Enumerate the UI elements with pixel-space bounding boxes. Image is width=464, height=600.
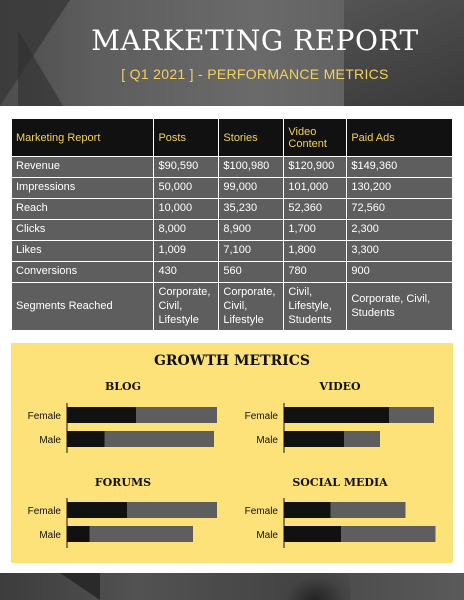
report-title: MARKETING REPORT [91, 24, 419, 57]
table-cell: 7,100 [218, 240, 285, 262]
bar-remaining-male [104, 431, 214, 447]
blog-bar-chart: Female Male [23, 403, 223, 453]
header-photo-shape [18, 30, 63, 106]
chart-title-blog: BLOG [104, 380, 141, 393]
row-label: Revenue [10, 156, 155, 178]
bar-filled-male [284, 526, 341, 542]
bar-filled-female [67, 407, 136, 423]
table-cell: 1,700 [283, 219, 348, 241]
column-header: Paid Ads [346, 118, 453, 157]
table-cell: 1,009 [153, 240, 220, 262]
table-row: Clicks 8,000 8,900 1,700 2,300 [10, 219, 453, 241]
table-cell: 35,230 [218, 198, 285, 220]
table-header-row: Marketing Report Posts Stories Video Con… [10, 118, 453, 157]
bar-filled-female [284, 407, 389, 423]
table-cell: 72,560 [346, 198, 453, 220]
table-cell: Corporate, Civil, Lifestyle [153, 281, 220, 332]
bar-filled-male [67, 526, 90, 542]
category-label: Female [245, 411, 279, 422]
table-cell: $90,590 [153, 156, 220, 178]
table-cell: $120,900 [283, 156, 348, 178]
table-row: Revenue $90,590 $100,980 $120,900 $149,3… [10, 156, 453, 178]
table-row: Segments Reached Corporate, Civil, Lifes… [10, 281, 453, 332]
table-cell: 780 [283, 261, 348, 283]
chart-title-social-media: SOCIAL MEDIA [292, 476, 388, 489]
category-label: Male [39, 530, 61, 541]
table-cell: 2,300 [346, 219, 453, 241]
row-label: Conversions [10, 261, 155, 283]
category-label: Female [28, 411, 62, 422]
table-cell: 3,300 [346, 240, 453, 262]
table-cell: 130,200 [346, 177, 453, 199]
table-cell: Corporate, Civil, Students [346, 281, 453, 332]
footer-photo-shape [60, 573, 100, 600]
table-row: Reach 10,000 35,230 52,360 72,560 [10, 198, 453, 220]
report-subtitle: [ Q1 2021 ] - PERFORMANCE METRICS [121, 66, 389, 82]
table-cell: 1,800 [283, 240, 348, 262]
row-label: Reach [10, 198, 155, 220]
header-banner: MARKETING REPORT [ Q1 2021 ] - PERFORMAN… [0, 0, 464, 106]
chart-title-video: VIDEO [319, 380, 361, 393]
table-cell: 560 [218, 261, 285, 283]
bar-chart-svg: Female Male [245, 403, 434, 453]
table-cell: Civil, Lifestyle, Students [283, 281, 348, 332]
column-header: Posts [153, 118, 220, 157]
bar-remaining-male [344, 431, 380, 447]
table-cell: 10,000 [153, 198, 220, 220]
video-bar-chart: Female Male [240, 403, 440, 453]
bar-remaining-male [89, 526, 193, 542]
table-row: Conversions 430 560 780 900 [10, 261, 453, 283]
bar-chart-svg: Female Male [28, 403, 217, 453]
bar-remaining-female [136, 407, 217, 423]
social-media-bar-chart: Female Male [240, 498, 440, 548]
growth-metrics-panel: GROWTH METRICS BLOG VIDEO FORUMS SOCIAL … [11, 343, 453, 563]
footer-photo-shape [280, 573, 350, 600]
category-label: Female [245, 506, 279, 517]
table-cell: $100,980 [218, 156, 285, 178]
chart-title-forums: FORUMS [94, 476, 152, 489]
category-label: Male [256, 530, 278, 541]
table-cell: 50,000 [153, 177, 220, 199]
bar-filled-female [67, 502, 127, 518]
bar-filled-female [284, 502, 331, 518]
category-label: Male [256, 435, 278, 446]
category-label: Male [39, 435, 61, 446]
table-cell: 52,360 [283, 198, 348, 220]
header-photo-shape [344, 0, 464, 106]
row-label: Clicks [10, 219, 155, 241]
table-cell: 101,000 [283, 177, 348, 199]
forums-bar-chart: Female Male [23, 498, 223, 548]
bar-chart-svg: Female Male [245, 498, 436, 548]
bar-remaining-male [341, 526, 436, 542]
table-cell: $149,360 [346, 156, 453, 178]
metrics-table-container: Marketing Report Posts Stories Video Con… [10, 118, 453, 332]
category-label: Female [28, 506, 62, 517]
bar-filled-male [67, 431, 105, 447]
bar-filled-male [284, 431, 344, 447]
table-row: Impressions 50,000 99,000 101,000 130,20… [10, 177, 453, 199]
table-row: Likes 1,009 7,100 1,800 3,300 [10, 240, 453, 262]
table-cell: Corporate, Civil, Lifestyle [218, 281, 285, 332]
table-cell: 99,000 [218, 177, 285, 199]
column-header: Video Content [283, 118, 348, 157]
column-header: Stories [218, 118, 285, 157]
row-label: Impressions [10, 177, 155, 199]
bar-remaining-female [127, 502, 217, 518]
metrics-table: Marketing Report Posts Stories Video Con… [10, 118, 453, 332]
row-label: Likes [10, 240, 155, 262]
footer-photo-strip [0, 573, 464, 600]
table-cell: 8,000 [153, 219, 220, 241]
growth-metrics-title: GROWTH METRICS [153, 353, 311, 369]
bar-remaining-female [330, 502, 406, 518]
column-header: Marketing Report [10, 118, 155, 157]
bar-chart-svg: Female Male [28, 498, 217, 548]
table-cell: 430 [153, 261, 220, 283]
row-label: Segments Reached [10, 281, 155, 332]
table-cell: 8,900 [218, 219, 285, 241]
table-cell: 900 [346, 261, 453, 283]
bar-remaining-female [389, 407, 434, 423]
